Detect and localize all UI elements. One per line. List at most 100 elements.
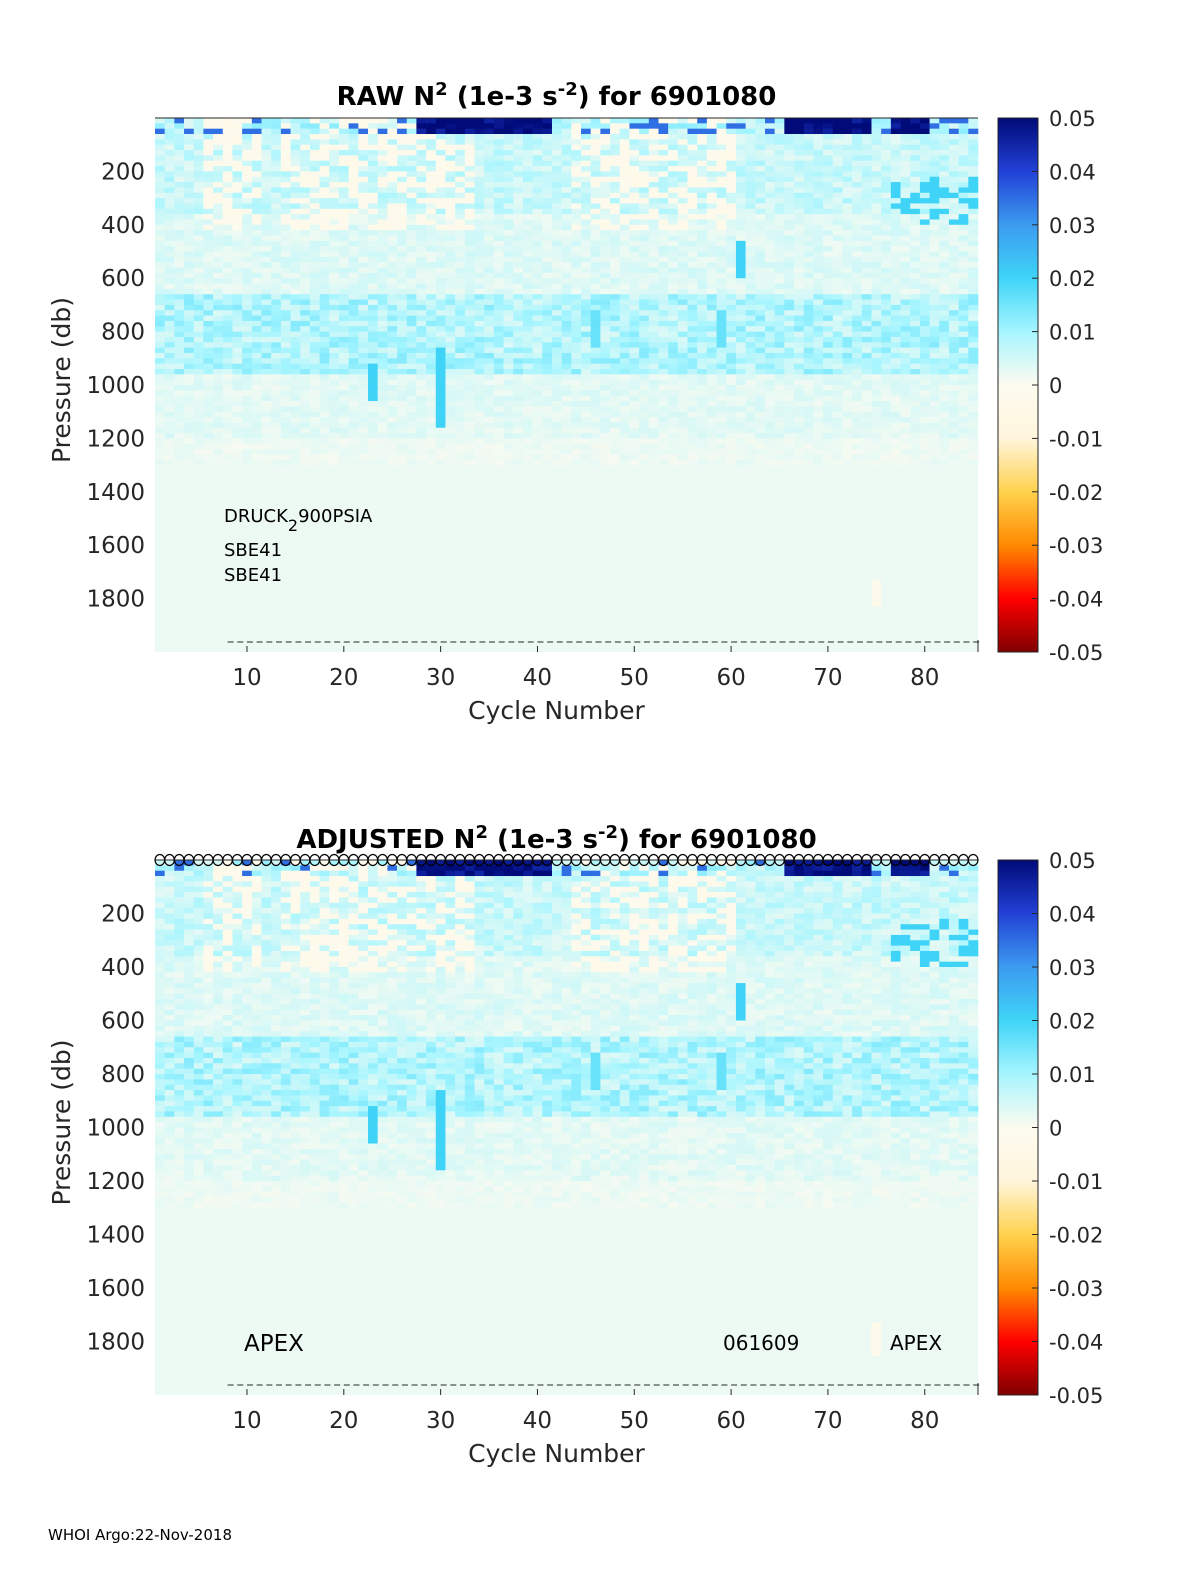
heatmap-cell <box>581 171 591 178</box>
heatmap-cell <box>455 331 466 338</box>
heatmap-cell <box>735 310 746 316</box>
heatmap-cell <box>213 454 224 461</box>
heatmap-cell <box>309 336 320 343</box>
heatmap-cell <box>871 288 882 295</box>
heatmap-cell <box>155 192 165 199</box>
heatmap-cell <box>416 118 427 124</box>
heatmap-cell <box>329 449 340 455</box>
heatmap-cell <box>309 331 320 338</box>
heatmap-cell <box>222 352 233 359</box>
heatmap-cell <box>813 203 824 210</box>
heatmap-cell <box>726 267 737 274</box>
heatmap-cell <box>368 374 378 380</box>
heatmap-cell <box>309 219 320 226</box>
heatmap-cell <box>474 406 485 412</box>
heatmap-cell <box>426 352 437 359</box>
heatmap-cell <box>493 214 504 220</box>
heatmap-cell <box>426 401 437 407</box>
heatmap-cell <box>358 118 369 124</box>
heatmap-cell <box>532 134 543 140</box>
heatmap-cell <box>522 433 533 439</box>
heatmap-cell <box>387 219 398 226</box>
heatmap-cell <box>610 454 621 461</box>
heatmap-cell <box>387 438 398 445</box>
heatmap-cell <box>522 118 533 124</box>
heatmap-cell <box>716 368 727 375</box>
heatmap-cell <box>513 294 524 300</box>
heatmap-cell <box>629 459 640 466</box>
heatmap-cell <box>861 310 872 316</box>
heatmap-cell <box>464 326 475 332</box>
heatmap-cell <box>532 139 543 145</box>
heatmap-cell <box>648 385 659 391</box>
heatmap-cell <box>213 390 224 396</box>
heatmap-cell <box>503 288 514 295</box>
heatmap-cell <box>716 299 727 306</box>
heatmap-cell <box>222 240 233 247</box>
heatmap-cell <box>300 347 311 354</box>
heatmap-cell <box>581 224 591 231</box>
heatmap-cell <box>426 304 437 311</box>
heatmap-cell <box>251 406 262 412</box>
heatmap-cell <box>464 379 475 386</box>
heatmap-cell <box>832 395 843 402</box>
heatmap-cell <box>397 230 408 236</box>
heatmap-cell <box>735 128 746 135</box>
heatmap-cell <box>290 320 301 327</box>
heatmap-cell <box>164 214 175 220</box>
heatmap-cell <box>619 160 630 167</box>
heatmap-cell <box>184 352 195 359</box>
heatmap-cell <box>726 208 737 215</box>
heatmap-cell <box>590 320 601 327</box>
heatmap-cell <box>794 304 805 311</box>
heatmap-cell <box>677 278 688 284</box>
heatmap-cell <box>242 352 253 359</box>
heatmap-cell <box>706 385 717 391</box>
heatmap-cell <box>532 214 543 220</box>
heatmap-cell <box>706 160 717 167</box>
heatmap-cell <box>251 139 262 145</box>
heatmap-cell <box>581 342 591 348</box>
heatmap-cell <box>677 235 688 242</box>
heatmap-cell <box>687 182 698 188</box>
heatmap-cell <box>213 267 224 274</box>
heatmap-cell <box>871 374 882 380</box>
heatmap-cell <box>377 459 388 466</box>
heatmap-cell <box>300 139 311 145</box>
heatmap-cell <box>203 401 214 407</box>
heatmap-cell <box>871 304 882 311</box>
heatmap-cell <box>464 134 475 140</box>
heatmap-cell <box>493 235 504 242</box>
heatmap-cell <box>832 374 843 380</box>
heatmap-cell <box>174 459 185 466</box>
heatmap-cell <box>300 256 311 263</box>
heatmap-cell <box>561 363 572 370</box>
heatmap-cell <box>513 192 524 199</box>
heatmap-cell <box>338 347 349 354</box>
heatmap-cell <box>561 144 572 151</box>
heatmap-cell <box>435 363 446 370</box>
heatmap-cell <box>726 256 737 263</box>
heatmap-cell <box>706 459 717 466</box>
heatmap-cell <box>871 454 882 461</box>
heatmap-cell <box>261 139 272 145</box>
heatmap-cell <box>871 331 882 338</box>
heatmap-cell <box>871 160 882 167</box>
heatmap-cell <box>300 390 311 396</box>
heatmap-cell <box>387 246 398 252</box>
heatmap-cell <box>852 139 863 145</box>
heatmap-cell <box>155 331 165 338</box>
heatmap-cell <box>426 336 437 343</box>
heatmap-cell <box>881 278 892 284</box>
heatmap-cell <box>503 347 514 354</box>
heatmap-cell <box>677 326 688 332</box>
heatmap-cell <box>203 182 214 188</box>
heatmap-cell <box>271 374 282 380</box>
heatmap-cell <box>794 150 805 156</box>
heatmap-cell <box>803 347 814 354</box>
heatmap-cell <box>174 262 185 268</box>
heatmap-cell <box>484 395 495 402</box>
heatmap-cell <box>697 433 708 439</box>
heatmap-cell <box>706 395 717 402</box>
heatmap-cell <box>242 331 253 338</box>
